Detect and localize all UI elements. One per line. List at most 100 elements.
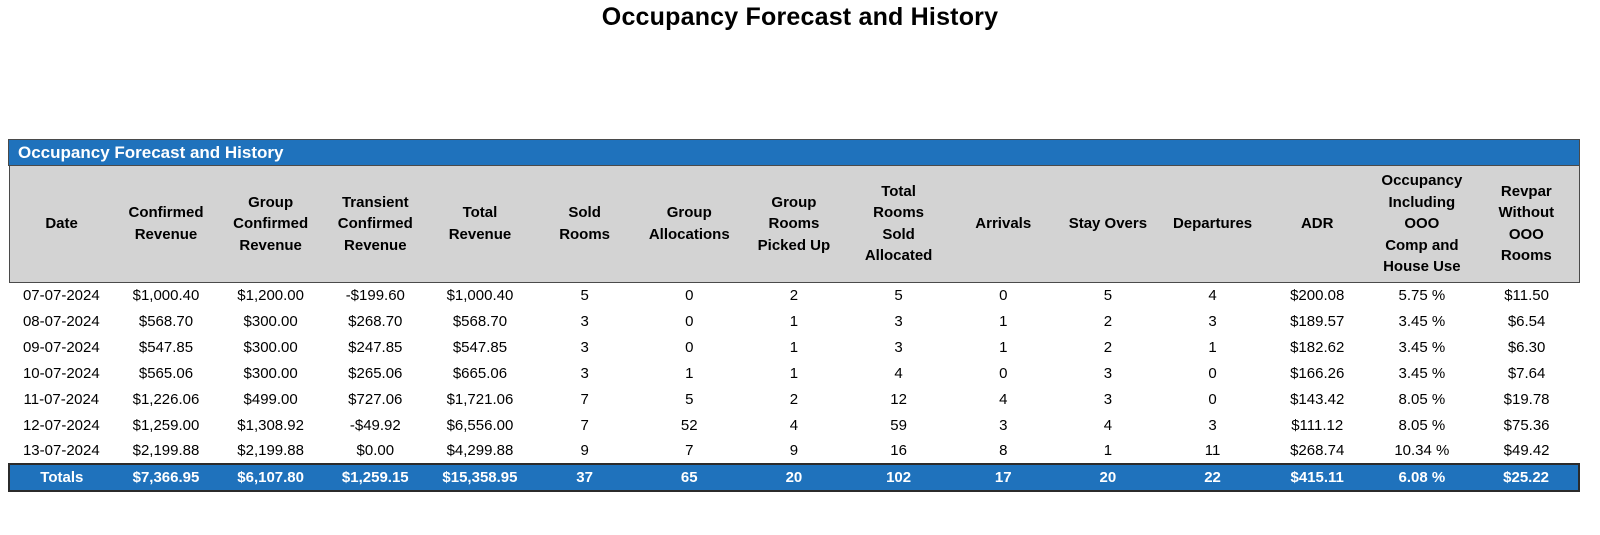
- data-cell: 1: [950, 334, 1056, 360]
- column-header-12: ADR: [1264, 166, 1370, 283]
- data-cell: 5: [1055, 282, 1161, 308]
- data-cell: $111.12: [1264, 412, 1370, 438]
- data-cell: 5.75 %: [1369, 282, 1475, 308]
- data-cell: 4: [1055, 412, 1161, 438]
- totals-cell: 17: [950, 463, 1056, 492]
- data-cell: $75.36: [1474, 412, 1579, 438]
- data-cell: 3: [1160, 308, 1265, 334]
- data-cell: $268.70: [322, 308, 428, 334]
- data-cell: 10.34 %: [1369, 438, 1475, 464]
- page-title: Occupancy Forecast and History: [601, 3, 999, 31]
- data-cell: $727.06: [322, 386, 428, 412]
- data-cell: 8: [950, 438, 1056, 464]
- data-cell: $1,308.92: [218, 412, 323, 438]
- data-cell: 10-07-2024: [9, 360, 114, 386]
- data-cell: 4: [1160, 282, 1265, 308]
- data-cell: 3.45 %: [1369, 308, 1475, 334]
- column-header-3: Transient Confirmed Revenue: [322, 166, 428, 283]
- data-cell: $6.30: [1474, 334, 1579, 360]
- totals-row: Totals $7,366.95 $6,107.80 $1,259.15 $15,358…: [8, 463, 1580, 492]
- data-cell: 0: [950, 360, 1056, 386]
- data-cell: 4: [846, 360, 951, 386]
- data-cell: 1: [950, 308, 1056, 334]
- table-row: 10-07-2024 $565.06 $300.00 $265.06 $665.06 3 1…: [9, 360, 1579, 386]
- totals-cell: 20: [741, 463, 847, 492]
- data-cell: 3: [846, 334, 951, 360]
- data-cell: 1: [636, 360, 742, 386]
- data-cell: $300.00: [218, 360, 323, 386]
- data-cell: 09-07-2024: [9, 334, 114, 360]
- data-cell: 9: [532, 438, 637, 464]
- data-cell: 3.45 %: [1369, 360, 1475, 386]
- data-cell: 0: [1160, 360, 1265, 386]
- data-cell: 13-07-2024: [9, 438, 114, 464]
- data-cell: 2: [1055, 308, 1161, 334]
- data-cell: 4: [741, 412, 847, 438]
- data-cell: $565.06: [113, 360, 219, 386]
- data-cell: $2,199.88: [113, 438, 219, 464]
- table-title: Occupancy Forecast and History: [18, 143, 284, 162]
- column-header-4: Total Revenue: [427, 166, 533, 283]
- totals-cell: $25.22: [1474, 463, 1580, 492]
- data-cell: 0: [636, 334, 742, 360]
- data-cell: 8.05 %: [1369, 412, 1475, 438]
- totals-cell: 20: [1055, 463, 1161, 492]
- data-cell: 1: [741, 360, 847, 386]
- data-cell: 7: [532, 412, 637, 438]
- data-cell: $568.70: [427, 308, 533, 334]
- column-header-2: Group Confirmed Revenue: [218, 166, 323, 283]
- table-row: 08-07-2024 $568.70 $300.00 $268.70 $568.70 3 0…: [9, 308, 1579, 334]
- column-header-14: Revpar Without OOO Rooms: [1474, 166, 1580, 283]
- data-cell: 7: [532, 386, 637, 412]
- data-cell: 3: [1055, 386, 1161, 412]
- table-row: 11-07-2024 $1,226.06 $499.00 $727.06 $1,721.…: [9, 386, 1579, 412]
- header-row: Date Confirmed Revenue Group Confirmed Rev…: [8, 166, 1580, 283]
- column-header-6: Group Allocations: [636, 166, 742, 283]
- data-cell: $1,200.00: [218, 282, 323, 308]
- data-cell: $166.26: [1264, 360, 1370, 386]
- data-cell: $4,299.88: [427, 438, 533, 464]
- table-row: 09-07-2024 $547.85 $300.00 $247.85 $547.85 3 0…: [9, 334, 1579, 360]
- data-cell: 9: [741, 438, 847, 464]
- totals-cell: Totals: [8, 463, 114, 492]
- data-cell: 2: [1055, 334, 1161, 360]
- data-cell: 3: [532, 360, 637, 386]
- data-cell: $200.08: [1264, 282, 1370, 308]
- data-cell: $2,199.88: [218, 438, 323, 464]
- data-cell: 1: [1055, 438, 1161, 464]
- data-cell: $143.42: [1264, 386, 1370, 412]
- data-cell: 0: [636, 308, 742, 334]
- data-cell: 3.45 %: [1369, 334, 1475, 360]
- data-cell: 59: [846, 412, 951, 438]
- column-header-5: Sold Rooms: [532, 166, 637, 283]
- table-row: 07-07-2024 $1,000.40 $1,200.00 -$199.60 $1,0…: [9, 282, 1579, 308]
- totals-cell: $415.11: [1264, 463, 1370, 492]
- data-cell: 5: [532, 282, 637, 308]
- data-cell: 07-07-2024: [9, 282, 114, 308]
- data-cell: 7: [636, 438, 742, 464]
- data-cell: 3: [532, 308, 637, 334]
- data-cell: 3: [1160, 412, 1265, 438]
- report-table: Date Confirmed Revenue Group Confirmed Rev…: [8, 166, 1580, 492]
- data-cell: $6,556.00: [427, 412, 533, 438]
- table-row: 13-07-2024 $2,199.88 $2,199.88 $0.00 $4,299.…: [9, 438, 1579, 464]
- data-cell: -$49.92: [322, 412, 428, 438]
- data-cell: 5: [846, 282, 951, 308]
- data-cell: $49.42: [1474, 438, 1579, 464]
- data-cell: $1,000.40: [113, 282, 219, 308]
- data-cell: $19.78: [1474, 386, 1579, 412]
- data-cell: 12: [846, 386, 951, 412]
- data-cell: $1,226.06: [113, 386, 219, 412]
- data-cell: 3: [846, 308, 951, 334]
- data-cell: $0.00: [322, 438, 428, 464]
- data-cell: 3: [950, 412, 1056, 438]
- data-cell: 2: [741, 386, 847, 412]
- data-cell: 0: [636, 282, 742, 308]
- column-header-10: Stay Overs: [1055, 166, 1161, 283]
- totals-cell: 37: [532, 463, 637, 492]
- column-header-7: Group Rooms Picked Up: [741, 166, 847, 283]
- column-header-1: Confirmed Revenue: [113, 166, 219, 283]
- data-cell: 2: [741, 282, 847, 308]
- data-cell: $189.57: [1264, 308, 1370, 334]
- table-title-bar: Occupancy Forecast and History: [8, 139, 1580, 166]
